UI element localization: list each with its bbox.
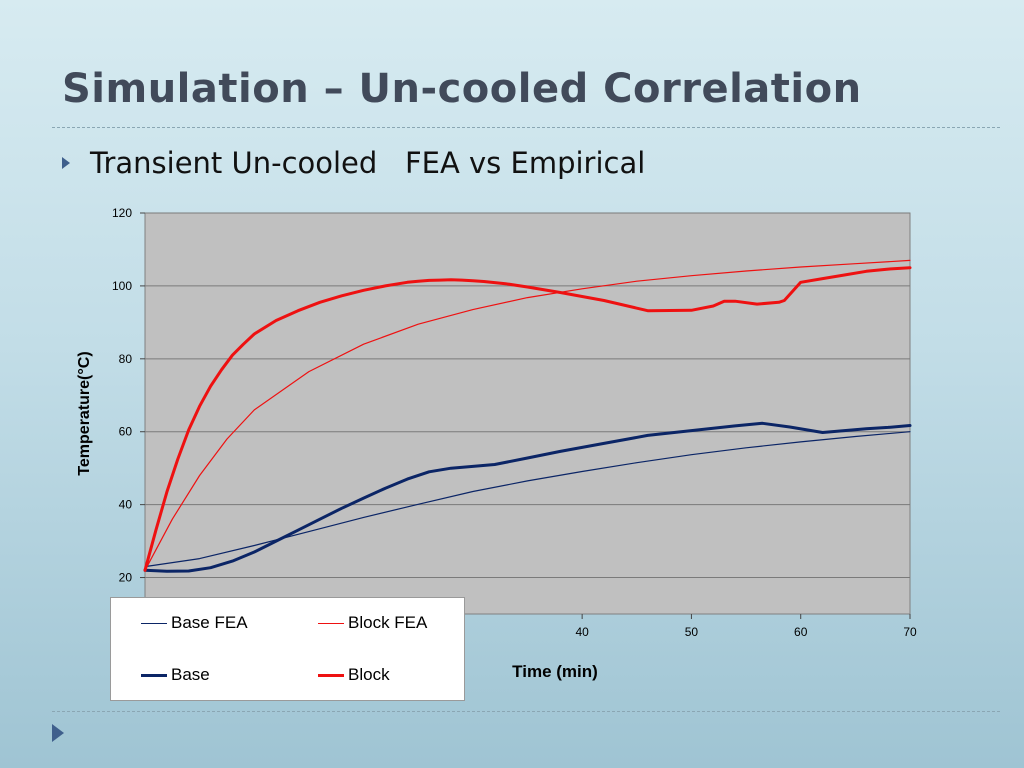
legend-item-base: Base bbox=[141, 665, 210, 685]
y-axis-label: Temperature(°C) bbox=[76, 351, 93, 475]
legend-swatch-block-fea bbox=[318, 622, 344, 624]
ytick-label-80: 80 bbox=[119, 352, 133, 366]
legend-swatch-base bbox=[141, 673, 167, 677]
chart-legend: Base FEA Block FEA Base Block bbox=[110, 597, 465, 701]
legend-swatch-block bbox=[318, 673, 344, 677]
xtick-label-60: 60 bbox=[794, 625, 808, 639]
ytick-label-60: 60 bbox=[119, 425, 133, 439]
legend-item-base-fea: Base FEA bbox=[141, 613, 248, 633]
legend-item-block: Block bbox=[318, 665, 390, 685]
legend-label-base-fea: Base FEA bbox=[171, 613, 248, 632]
xtick-label-50: 50 bbox=[685, 625, 699, 639]
bullet-text: Transient Un-cooled FEA vs Empirical bbox=[90, 146, 646, 180]
ytick-label-40: 40 bbox=[119, 498, 133, 512]
ytick-label-120: 120 bbox=[112, 206, 132, 220]
bullet-arrow-icon bbox=[62, 157, 70, 169]
x-axis-label: Time (min) bbox=[512, 662, 598, 681]
legend-item-block-fea: Block FEA bbox=[318, 613, 427, 633]
series-line-base bbox=[143, 421, 912, 573]
xtick-label-70: 70 bbox=[903, 625, 917, 639]
slide-title: Simulation – Un-cooled Correlation bbox=[62, 66, 862, 112]
series-line-base-fea bbox=[144, 431, 911, 568]
legend-swatch-base-fea bbox=[141, 622, 167, 624]
plot-area bbox=[144, 212, 911, 615]
footer-arrow-icon bbox=[52, 724, 64, 742]
bullet-row: Transient Un-cooled FEA vs Empirical bbox=[62, 146, 645, 180]
ytick-label-100: 100 bbox=[112, 279, 132, 293]
legend-label-base: Base bbox=[171, 665, 210, 684]
title-divider bbox=[52, 127, 1000, 128]
series-line-block-fea bbox=[144, 259, 911, 571]
legend-label-block-fea: Block FEA bbox=[348, 613, 428, 632]
legend-label-block: Block bbox=[348, 665, 390, 684]
ytick-label-20: 20 bbox=[119, 571, 133, 585]
footer-divider bbox=[52, 711, 1000, 712]
xtick-label-40: 40 bbox=[575, 625, 589, 639]
series-line-block bbox=[143, 266, 912, 572]
